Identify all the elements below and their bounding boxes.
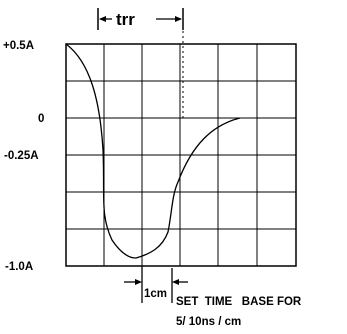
y-label-zero: 0 [38, 113, 44, 125]
scale-left-arrowhead [135, 279, 142, 285]
time-base-note-line1: SET TIME BASE FOR [176, 296, 302, 308]
trr-label: trr [116, 10, 135, 29]
y-label-plus-half-amp: +0.5A [3, 40, 34, 52]
trr-right-arrowhead [175, 16, 182, 22]
reverse-recovery-waveform [65, 43, 241, 259]
y-label-minus-quarter-amp: -0.25A [4, 150, 39, 162]
y-label-minus-one-amp: -1.0A [5, 261, 33, 273]
trr-left-arrowhead [99, 16, 106, 22]
scale-right-arrowhead [172, 279, 179, 285]
scope-grid [65, 43, 297, 267]
scale-marker [124, 266, 188, 303]
scale-label: 1cm [144, 288, 167, 300]
time-base-note-line2: 5/ 10ns / cm [176, 316, 241, 328]
trr-dimension-marker [97, 8, 184, 30]
